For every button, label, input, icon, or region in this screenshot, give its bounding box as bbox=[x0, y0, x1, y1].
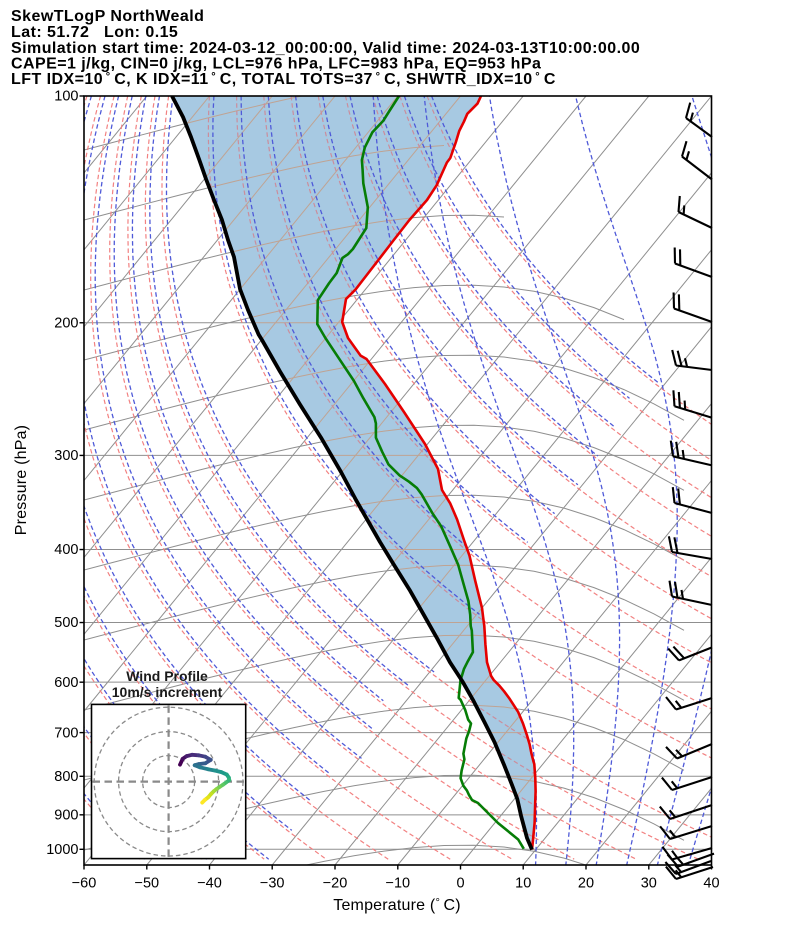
svg-text:Temperature (° C): Temperature (° C) bbox=[333, 897, 461, 914]
svg-text:700: 700 bbox=[54, 725, 78, 741]
svg-text:500: 500 bbox=[54, 615, 78, 631]
svg-text:−20: −20 bbox=[323, 876, 348, 892]
svg-text:Lat: 51.72 Lon: 0.15: Lat: 51.72 Lon: 0.15 bbox=[11, 24, 178, 41]
svg-text:−40: −40 bbox=[197, 876, 222, 892]
svg-text:200: 200 bbox=[54, 316, 78, 332]
svg-text:1000: 1000 bbox=[46, 842, 78, 858]
svg-text:100: 100 bbox=[54, 89, 78, 105]
svg-text:−60: −60 bbox=[72, 876, 97, 892]
svg-text:30: 30 bbox=[641, 876, 657, 892]
svg-text:Pressure (hPa): Pressure (hPa) bbox=[13, 425, 30, 535]
svg-text:600: 600 bbox=[54, 675, 78, 691]
svg-text:400: 400 bbox=[54, 542, 78, 558]
svg-text:−10: −10 bbox=[385, 876, 410, 892]
svg-text:10: 10 bbox=[515, 876, 531, 892]
svg-text:−50: −50 bbox=[134, 876, 159, 892]
svg-text:10m/s increment: 10m/s increment bbox=[112, 684, 223, 700]
svg-text:20: 20 bbox=[578, 876, 594, 892]
svg-text:900: 900 bbox=[54, 808, 78, 824]
svg-text:300: 300 bbox=[54, 448, 78, 464]
svg-text:40: 40 bbox=[703, 876, 719, 892]
svg-text:CAPE=1 j/kg, CIN=0 j/kg, LCL=9: CAPE=1 j/kg, CIN=0 j/kg, LCL=976 hPa, LF… bbox=[11, 56, 541, 73]
svg-text:800: 800 bbox=[54, 769, 78, 785]
svg-text:LFT IDX=10 ° C, K IDX=11 ° C,: LFT IDX=10 ° C, K IDX=11 ° C, TOTAL TOTS… bbox=[11, 71, 556, 88]
svg-text:Simulation start time: 2024-03: Simulation start time: 2024-03-12_00:00:… bbox=[11, 40, 640, 57]
svg-text:Wind Profile: Wind Profile bbox=[126, 668, 208, 684]
svg-text:SkewTLogP NorthWeald: SkewTLogP NorthWeald bbox=[11, 8, 204, 25]
svg-text:0: 0 bbox=[456, 876, 464, 892]
svg-text:−30: −30 bbox=[260, 876, 285, 892]
